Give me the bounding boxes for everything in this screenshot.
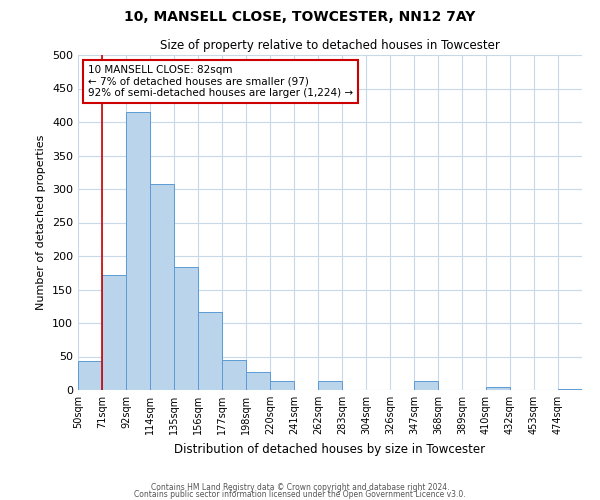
Bar [222,360,246,390]
Bar [150,184,174,390]
Text: Contains public sector information licensed under the Open Government Licence v3: Contains public sector information licen… [134,490,466,499]
Text: Contains HM Land Registry data © Crown copyright and database right 2024.: Contains HM Land Registry data © Crown c… [151,484,449,492]
Bar [102,275,126,390]
Text: 10, MANSELL CLOSE, TOWCESTER, NN12 7AY: 10, MANSELL CLOSE, TOWCESTER, NN12 7AY [124,10,476,24]
Title: Size of property relative to detached houses in Towcester: Size of property relative to detached ho… [160,40,500,52]
Bar [198,312,222,390]
Bar [414,382,438,390]
Bar [174,268,198,390]
Bar [78,361,102,390]
Bar [126,112,150,390]
Bar [270,382,294,390]
Bar [318,382,342,390]
X-axis label: Distribution of detached houses by size in Towcester: Distribution of detached houses by size … [175,442,485,456]
Bar [246,372,270,390]
Y-axis label: Number of detached properties: Number of detached properties [37,135,46,310]
Bar [558,388,582,390]
Text: 10 MANSELL CLOSE: 82sqm
← 7% of detached houses are smaller (97)
92% of semi-det: 10 MANSELL CLOSE: 82sqm ← 7% of detached… [88,65,353,98]
Bar [486,388,510,390]
